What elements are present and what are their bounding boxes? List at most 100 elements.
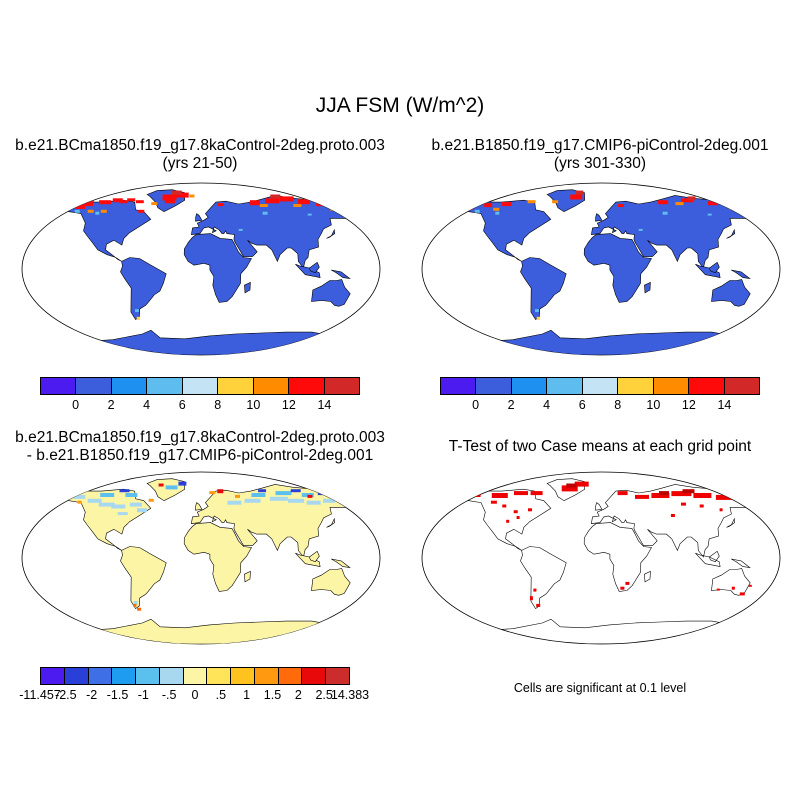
colorbar-diff-swatch xyxy=(207,668,232,684)
landmass-madagascar xyxy=(244,281,251,294)
colorbar-diff-swatch xyxy=(326,668,349,684)
colorbar-case-b-tick-label: 14 xyxy=(717,398,732,412)
landmass-madagascar xyxy=(644,281,651,294)
moderate-melt-cell xyxy=(330,207,337,211)
significant-cell xyxy=(651,493,670,498)
light-cell xyxy=(135,309,139,313)
landmass-indonesia xyxy=(295,552,321,567)
negative-diff-cell xyxy=(137,508,148,513)
negative-diff-cell xyxy=(338,496,349,500)
significant-cell-dense xyxy=(659,491,669,496)
significant-cell xyxy=(530,491,543,496)
moderate-melt-cell xyxy=(527,200,536,204)
significant-cell xyxy=(681,502,686,506)
high-melt-cell xyxy=(164,198,175,204)
landmass-new-guinea xyxy=(731,558,751,569)
light-cell xyxy=(662,211,668,215)
negative-diff-cell-strong xyxy=(100,493,115,497)
colorbar-top-left xyxy=(40,377,360,395)
landmass-borneo xyxy=(709,550,720,563)
colorbar-case-a-tick-label: 6 xyxy=(178,398,186,412)
moderate-melt-cell xyxy=(552,200,559,204)
colorbar-case-a-tick-label: 8 xyxy=(214,398,222,412)
light-cell xyxy=(307,213,312,216)
negative-diff-cell xyxy=(244,498,261,503)
landmass-south-america xyxy=(520,546,567,610)
significant-cell xyxy=(574,481,589,487)
landmass-africa xyxy=(183,233,252,303)
negative-diff-cell xyxy=(117,512,128,516)
panel-title-bottom-left: b.e21.BCma1850.f19_g17.8kaControl-2deg.p… xyxy=(0,429,400,465)
positive-diff-cell xyxy=(209,491,216,495)
colorbar-case-a-swatch xyxy=(182,378,219,394)
colorbar-diff-tick-label: .5 xyxy=(215,688,227,702)
high-melt-cell xyxy=(249,200,260,206)
moderate-melt-cell xyxy=(493,207,500,211)
significant-cell xyxy=(528,508,532,512)
colorbar-diff-swatch xyxy=(41,668,65,684)
colorbar-case-b-swatch xyxy=(653,378,690,394)
colorbar-case-a-swatch xyxy=(76,378,112,394)
significant-cell xyxy=(737,494,750,499)
landmass-africa xyxy=(583,522,652,592)
moderate-melt-cell xyxy=(293,204,302,207)
panel-title-top-right: b.e21.B1850.f19_g17.CMIP6-piControl-2deg… xyxy=(400,137,800,173)
moderate-melt-cell xyxy=(100,209,107,213)
landmass-uk xyxy=(195,213,203,222)
colorbar-diff-tick-label: -2.5 xyxy=(55,688,77,702)
colorbar-case-b-tick-label: 6 xyxy=(578,398,586,412)
large-negative-diff-cell xyxy=(317,492,326,496)
landmass-north-america xyxy=(55,488,152,551)
colorbar-case-b-swatch xyxy=(441,378,477,394)
moderate-melt-cell xyxy=(151,202,158,206)
colorbar-case-b-swatch xyxy=(724,378,759,394)
colorbar-diff-swatch xyxy=(88,668,113,684)
large-positive-diff-cell xyxy=(307,494,313,498)
panel-title-top-left-line2: (yrs 21-50) xyxy=(162,155,238,172)
large-positive-diff-cell xyxy=(158,483,164,487)
colorbar-diff-tick-label: -1 xyxy=(137,688,149,702)
yellow-cell xyxy=(536,316,540,320)
high-melt-cell xyxy=(265,198,280,204)
map-panel-top-left xyxy=(21,182,381,356)
colorbar-case-a-tick-label: 10 xyxy=(246,398,261,412)
landmass-australia xyxy=(311,568,351,596)
significant-cell xyxy=(731,586,735,590)
colorbar-case-a-swatch xyxy=(41,378,77,394)
negative-diff-cell xyxy=(306,500,321,505)
significant-cell-dense xyxy=(682,489,695,494)
high-melt-cell xyxy=(501,202,512,207)
landmass-australia xyxy=(711,568,751,596)
landmass-borneo xyxy=(709,261,720,274)
landmass-south-america xyxy=(520,257,567,321)
colorbar-top-left-labels: 0 2 4 6 8 10 12 14 xyxy=(40,398,360,414)
colorbar-case-b-swatch xyxy=(618,378,654,394)
patagonia-diff-cell xyxy=(133,603,137,607)
negative-diff-cell xyxy=(129,502,142,507)
significant-cell xyxy=(693,493,712,498)
negative-diff-cell xyxy=(227,500,242,505)
moderate-melt-cell xyxy=(87,209,94,213)
panel-title-bottom-right: T-Test of two Case means at each grid po… xyxy=(448,438,752,455)
landmass-africa xyxy=(183,522,252,592)
large-negative-diff-cell xyxy=(258,489,267,493)
significant-cell xyxy=(635,494,649,499)
significant-cell xyxy=(670,514,675,517)
positive-diff-cell xyxy=(77,500,82,504)
colorbar-case-a-tick-label: 2 xyxy=(107,398,115,412)
colorbar-diff-tick-label: -11.457 xyxy=(19,688,61,702)
light-cell xyxy=(707,213,712,216)
landmass-uk xyxy=(195,502,203,511)
landmass-japan xyxy=(326,517,336,528)
colorbar-case-a-tick-label: 14 xyxy=(317,398,332,412)
negative-diff-cell xyxy=(133,601,138,605)
peak-melt-cell xyxy=(575,190,584,195)
high-melt-cell xyxy=(735,204,748,208)
high-melt-cell xyxy=(570,194,583,200)
significant-cell xyxy=(513,510,518,514)
light-cell xyxy=(74,209,80,213)
large-positive-diff-cell xyxy=(217,489,224,494)
colorbar-diff-swatch xyxy=(278,668,303,684)
landmass-uk xyxy=(595,502,603,511)
significant-cell xyxy=(625,581,630,585)
